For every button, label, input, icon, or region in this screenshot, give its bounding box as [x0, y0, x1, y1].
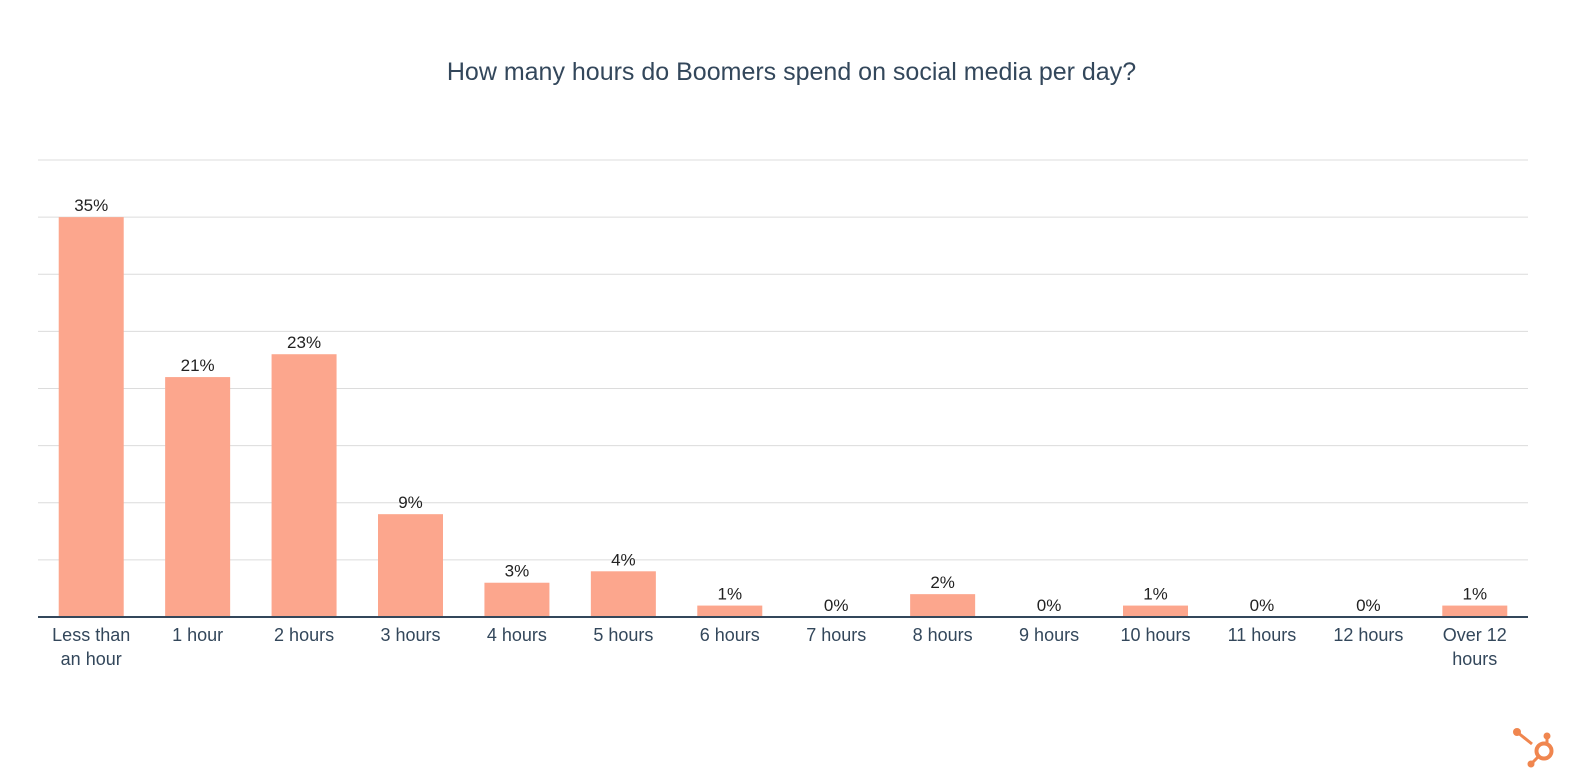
- data-label: 0%: [1250, 596, 1275, 615]
- chart-title: How many hours do Boomers spend on socia…: [446, 58, 1137, 86]
- data-label: 9%: [398, 493, 423, 512]
- data-label: 1%: [717, 585, 742, 604]
- x-tick-label: 4 hours: [487, 625, 547, 645]
- x-tick-label: 5 hours: [593, 625, 653, 645]
- data-label: 35%: [74, 196, 108, 215]
- data-label: 1%: [1462, 585, 1487, 604]
- x-tick-label: 3 hours: [380, 625, 440, 645]
- x-tick-label: 9 hours: [1019, 625, 1079, 645]
- x-tick-label: 2 hours: [274, 625, 334, 645]
- x-tick-label: 10 hours: [1120, 625, 1190, 645]
- bar: [271, 354, 337, 617]
- bar: [910, 594, 976, 617]
- bar: [1442, 605, 1508, 617]
- x-tick-label: 12 hours: [1333, 625, 1403, 645]
- data-label: 0%: [824, 596, 849, 615]
- bar: [165, 377, 231, 617]
- bar: [378, 514, 443, 617]
- x-tick-label: 8 hours: [913, 625, 973, 645]
- data-label: 21%: [181, 356, 215, 375]
- hubspot-logo-icon: [1513, 728, 1554, 768]
- data-label: 3%: [505, 562, 530, 581]
- data-label: 0%: [1356, 596, 1381, 615]
- data-label: 23%: [287, 333, 321, 352]
- bar: [590, 571, 656, 617]
- x-tick-label: 7 hours: [806, 625, 866, 645]
- bar: [697, 605, 763, 617]
- bar: [484, 582, 550, 617]
- data-label: 0%: [1037, 596, 1062, 615]
- x-tick-label: 1 hour: [172, 625, 223, 645]
- bar: [1123, 605, 1188, 617]
- x-tick-label: 11 hours: [1228, 625, 1297, 645]
- data-label: 1%: [1143, 585, 1168, 604]
- bar: [58, 217, 124, 617]
- data-label: 4%: [611, 550, 636, 569]
- x-tick-label: Less than an hour: [52, 625, 130, 669]
- x-tick-label: 6 hours: [700, 625, 760, 645]
- x-tick-label: Over 12 hours: [1443, 625, 1507, 669]
- data-label: 2%: [930, 573, 955, 592]
